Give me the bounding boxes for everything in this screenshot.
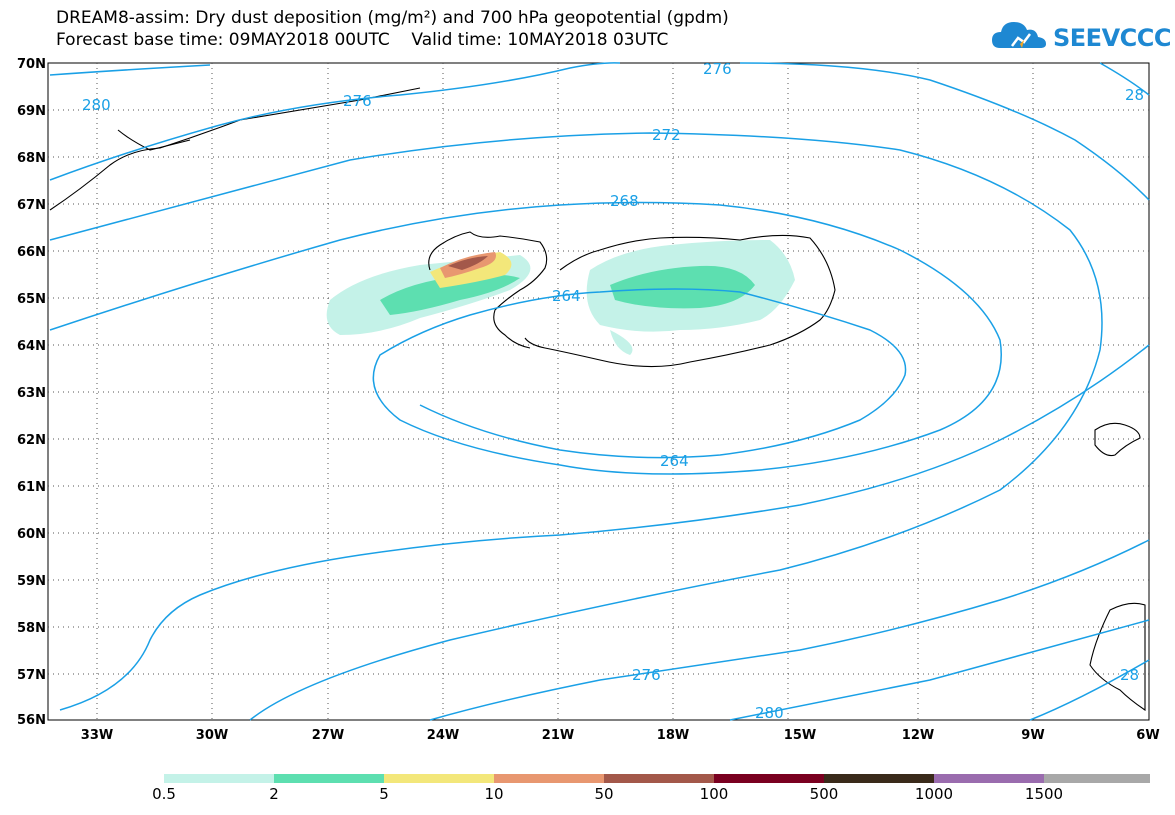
legend-swatch [274, 774, 384, 783]
coastlines [49, 87, 1146, 712]
lon-label: 30W [195, 728, 229, 743]
legend-swatch [604, 774, 714, 783]
legend-label: 50 [594, 785, 614, 803]
lon-label: 27W [311, 728, 345, 743]
lat-label: 57N [17, 668, 46, 683]
dust-deposition-field [326, 240, 795, 355]
legend-swatch [1044, 774, 1150, 783]
graticule [48, 63, 1149, 720]
contour-label: 280 [755, 704, 784, 722]
lat-label: 66N [17, 245, 46, 260]
lat-label: 64N [17, 339, 46, 354]
lat-label: 60N [17, 527, 46, 542]
lat-label: 63N [17, 386, 46, 401]
lat-label: 67N [17, 198, 46, 213]
contour-label: 280 [82, 96, 111, 114]
lon-label: 33W [80, 728, 114, 743]
lat-label: 58N [17, 621, 46, 636]
lat-label: 68N [17, 151, 46, 166]
lon-label: 24W [426, 728, 460, 743]
chart-title-line1: DREAM8-assim: Dry dust deposition (mg/m²… [56, 8, 729, 28]
legend-label: 100 [699, 785, 729, 803]
lat-label: 59N [17, 574, 46, 589]
logo-text: SEEVCCC [1053, 24, 1172, 52]
contour-label: 268 [610, 192, 639, 210]
lat-label: 62N [17, 433, 46, 448]
legend-swatch [494, 774, 604, 783]
lon-label: 15W [783, 728, 817, 743]
legend-label: 2 [269, 785, 279, 803]
lat-label: 70N [17, 57, 46, 72]
legend-swatch [164, 774, 274, 783]
contour-label: 264 [660, 452, 689, 470]
contour-label: 276 [343, 92, 372, 110]
chart-title-line2: Forecast base time: 09MAY2018 00UTC Vali… [56, 30, 669, 50]
lat-label: 65N [17, 292, 46, 307]
legend-label: 5 [379, 785, 389, 803]
legend-label: 500 [809, 785, 839, 803]
legend-swatch [824, 774, 934, 783]
lon-label: 18W [656, 728, 690, 743]
lon-label: 21W [541, 728, 575, 743]
contour-label: 28 [1120, 666, 1139, 684]
lat-label: 69N [17, 104, 46, 119]
contour-label: 276 [632, 666, 661, 684]
legend-label: 1500 [1024, 785, 1064, 803]
lat-label: 61N [17, 480, 46, 495]
contour-label: 272 [652, 126, 681, 144]
contour-label: 264 [552, 287, 581, 305]
seevccc-logo [990, 18, 1140, 58]
lon-label: 6W [1136, 728, 1160, 743]
cloud-logo-icon [992, 22, 1046, 48]
lon-label: 9W [1021, 728, 1045, 743]
legend-label: 0.5 [152, 785, 176, 803]
lat-label: 56N [17, 713, 46, 728]
legend-label: 1000 [914, 785, 954, 803]
lon-label: 12W [901, 728, 935, 743]
contour-label: 28 [1125, 86, 1144, 104]
legend-swatch [714, 774, 824, 783]
geopotential-contours [49, 62, 1150, 721]
contour-labels: 280 276 272 268 264 264 276 280 276 28 2… [82, 60, 1144, 722]
legend-label: 10 [484, 785, 504, 803]
contour-label: 276 [703, 60, 732, 78]
legend-swatch [934, 774, 1044, 783]
legend-swatch [384, 774, 494, 783]
